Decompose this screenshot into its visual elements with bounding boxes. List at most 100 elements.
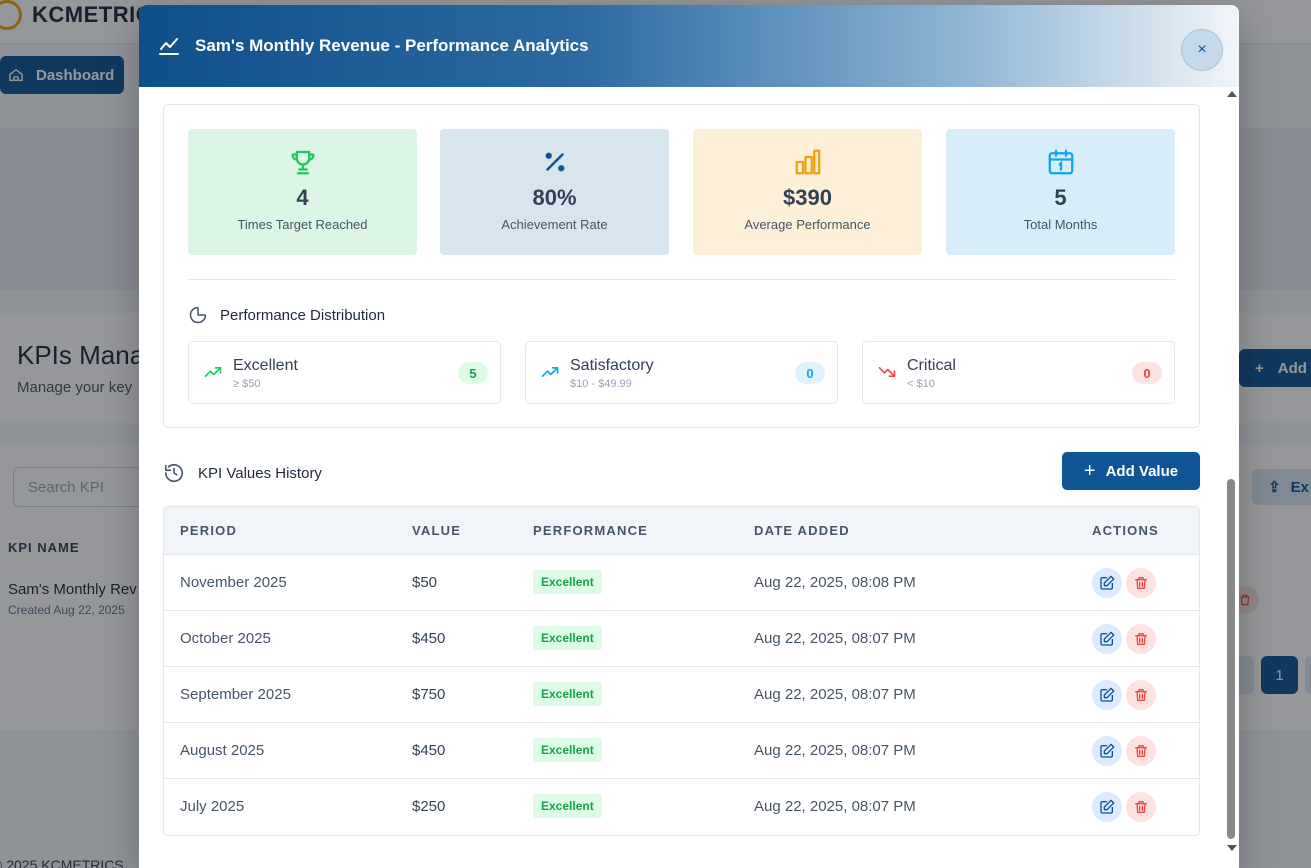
date-added-cell: Aug 22, 2025, 08:08 PM (754, 574, 916, 591)
period-cell: October 2025 (180, 630, 271, 647)
edit-button[interactable] (1092, 792, 1122, 822)
add-value-label: Add Value (1105, 462, 1179, 480)
plus-icon: + (1083, 460, 1096, 482)
home-icon (9, 68, 23, 81)
column-header-period[interactable]: PERIOD (180, 523, 238, 538)
period-cell: July 2025 (180, 798, 245, 815)
kpi-name-header: KPI NAME (8, 540, 80, 555)
trash-icon (1240, 594, 1250, 606)
value-cell: $750 (412, 686, 446, 703)
close-icon: × (1197, 41, 1207, 58)
pie-chart-icon (189, 306, 207, 324)
edit-icon (1100, 687, 1115, 702)
distribution-range: ≥ $50 (233, 378, 261, 390)
kpi-row-name[interactable]: Sam's Monthly Rev (8, 581, 137, 598)
kpi-row-created: Created Aug 22, 2025 (8, 603, 125, 617)
add-kpi-button[interactable]: + Add (1239, 349, 1311, 387)
close-button[interactable]: × (1181, 29, 1223, 71)
distribution-name: Satisfactory (570, 357, 654, 374)
summary-panel: 4 Times Target Reached 80% Achievement R… (163, 104, 1200, 428)
history-icon (164, 464, 184, 483)
scroll-down-arrow[interactable] (1227, 845, 1237, 851)
export-button[interactable]: ⇪ Ex (1252, 469, 1311, 505)
performance-badge: Excellent (533, 682, 602, 706)
stat-card-achievement-rate: 80% Achievement Rate (440, 129, 669, 255)
bar-chart-icon (795, 149, 820, 175)
stat-card-total-months: 5 Total Months (946, 129, 1175, 255)
column-header-actions: ACTIONS (1092, 523, 1159, 538)
edit-button[interactable] (1092, 568, 1122, 598)
divider (188, 279, 1175, 280)
performance-badge: Excellent (533, 570, 602, 594)
modal-scrollbar[interactable] (1224, 87, 1239, 868)
line-chart-icon (159, 38, 179, 55)
table-row: July 2025 $250 Excellent Aug 22, 2025, 0… (164, 779, 1199, 835)
stat-label: Achievement Rate (501, 217, 608, 232)
distribution-range: $10 - $49.99 (570, 378, 632, 390)
delete-button[interactable] (1126, 568, 1156, 598)
table-row: October 2025 $450 Excellent Aug 22, 2025… (164, 611, 1199, 667)
modal-body: 4 Times Target Reached 80% Achievement R… (139, 87, 1239, 868)
scroll-up-arrow[interactable] (1227, 91, 1237, 97)
stat-value: 5 (1054, 185, 1067, 210)
trash-icon (1135, 633, 1147, 645)
date-added-cell: Aug 22, 2025, 08:07 PM (754, 630, 916, 647)
distribution-title: Performance Distribution (220, 306, 386, 324)
search-input[interactable]: Search KPI (13, 467, 153, 507)
column-header-date-added[interactable]: DATE ADDED (754, 523, 850, 538)
distribution-card-excellent: Excellent ≥ $50 5 (188, 341, 501, 404)
performance-badge: Excellent (533, 626, 602, 650)
distribution-count: 5 (458, 362, 488, 384)
stat-value: 4 (296, 185, 309, 210)
date-added-cell: Aug 22, 2025, 08:07 PM (754, 742, 916, 759)
distribution-count: 0 (1132, 362, 1162, 384)
stat-value: 80% (532, 185, 577, 210)
edit-icon (1100, 743, 1115, 758)
history-header: KPI Values History (163, 462, 322, 484)
scroll-thumb[interactable] (1227, 479, 1235, 839)
edit-button[interactable] (1092, 736, 1122, 766)
performance-badge: Excellent (533, 738, 602, 762)
trash-icon (1135, 689, 1147, 701)
page-subtitle: Manage your key (17, 379, 133, 396)
table-row: November 2025 $50 Excellent Aug 22, 2025… (164, 555, 1199, 611)
trend-up-icon (204, 367, 222, 377)
delete-button[interactable] (1126, 736, 1156, 766)
distribution-range: < $10 (907, 378, 935, 390)
modal-header: Sam's Monthly Revenue - Performance Anal… (139, 5, 1239, 87)
trash-icon (1135, 801, 1147, 813)
period-cell: August 2025 (180, 742, 265, 759)
upload-icon: ⇪ (1268, 479, 1281, 496)
pagination-page-1[interactable]: 1 (1261, 656, 1298, 694)
delete-button[interactable] (1126, 624, 1156, 654)
column-header-performance[interactable]: PERFORMANCE (533, 523, 649, 538)
table-row: August 2025 $450 Excellent Aug 22, 2025,… (164, 723, 1199, 779)
distribution-card-satisfactory: Satisfactory $10 - $49.99 0 (525, 341, 838, 404)
stat-label: Times Target Reached (237, 217, 368, 232)
add-kpi-label: Add (1277, 359, 1307, 377)
edit-button[interactable] (1092, 680, 1122, 710)
delete-button[interactable] (1126, 792, 1156, 822)
stat-label: Total Months (1023, 217, 1098, 232)
edit-button[interactable] (1092, 624, 1122, 654)
logo-icon (0, 0, 22, 30)
pagination-next[interactable] (1305, 656, 1311, 694)
table-header: PERIOD VALUE PERFORMANCE DATE ADDED ACTI… (164, 507, 1199, 555)
history-title: KPI Values History (198, 464, 322, 482)
nav-dashboard-button[interactable]: Dashboard (0, 56, 124, 94)
add-value-button[interactable]: + Add Value (1062, 452, 1200, 490)
page-title: KPIs Mana (17, 340, 145, 370)
date-added-cell: Aug 22, 2025, 08:07 PM (754, 686, 916, 703)
period-cell: September 2025 (180, 686, 291, 703)
column-header-value[interactable]: VALUE (412, 523, 462, 538)
delete-button[interactable] (1126, 680, 1156, 710)
plus-icon: + (1255, 359, 1264, 377)
distribution-card-critical: Critical < $10 0 (862, 341, 1175, 404)
modal-title: Sam's Monthly Revenue - Performance Anal… (195, 36, 589, 55)
performance-badge: Excellent (533, 794, 602, 818)
performance-analytics-modal: Sam's Monthly Revenue - Performance Anal… (139, 5, 1239, 868)
period-cell: November 2025 (180, 574, 287, 591)
distribution-count: 0 (795, 362, 825, 384)
stat-card-average-performance: $390 Average Performance (693, 129, 922, 255)
distribution-name: Excellent (233, 357, 298, 374)
